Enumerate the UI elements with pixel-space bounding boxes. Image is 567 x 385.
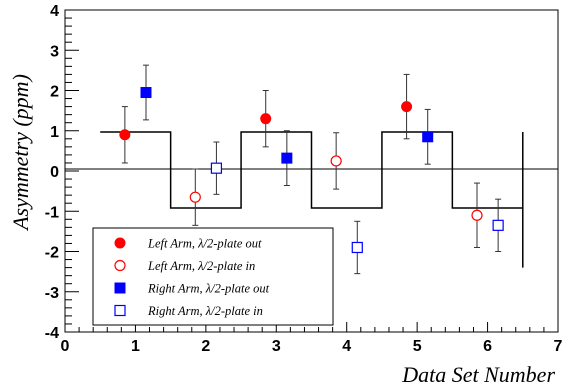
y-tick-label: 3 [50, 43, 59, 60]
legend-marker [114, 237, 126, 249]
legend-label: Left Arm, λ/2-plate out [147, 237, 262, 251]
x-tick-label: 4 [342, 338, 351, 355]
data-point [189, 191, 201, 203]
x-tick-label: 7 [554, 338, 563, 355]
y-tick-label: 1 [50, 124, 59, 141]
y-tick-label: 4 [50, 3, 59, 20]
legend-box [92, 227, 334, 326]
x-tick-label: 5 [413, 338, 422, 355]
data-point [140, 87, 152, 99]
data-point [119, 129, 131, 141]
data-point [422, 131, 434, 143]
legend-label: Right Arm, λ/2-plate in [147, 304, 263, 318]
y-tick-label: 2 [50, 84, 59, 101]
x-tick-label: 0 [61, 338, 70, 355]
y-tick-label: -1 [45, 204, 59, 221]
y-tick-label: 0 [50, 164, 59, 181]
legend-marker [114, 282, 126, 294]
step-function [100, 131, 524, 268]
data-point [330, 155, 342, 167]
x-axis-title: Data Set Number [401, 362, 555, 385]
x-tick-label: 2 [201, 338, 210, 355]
data-point [492, 219, 504, 231]
x-tick-label: 6 [483, 338, 492, 355]
data-point [401, 101, 413, 113]
y-tick-label: -3 [45, 285, 59, 302]
y-tick-label: -4 [45, 325, 59, 342]
x-tick-label: 3 [272, 338, 281, 355]
data-point [260, 113, 272, 125]
data-point [471, 209, 483, 221]
y-axis-title: Asymmetry (ppm) [8, 74, 33, 232]
data-point [210, 162, 223, 174]
step-function-line [100, 131, 524, 268]
legend: Left Arm, λ/2-plate out Left Arm, λ/2-pla… [92, 227, 334, 326]
legend-marker [114, 259, 126, 272]
legend-label: Left Arm, λ/2-plate in [147, 259, 255, 273]
error-bars [121, 64, 502, 275]
data-point [281, 152, 293, 164]
y-tick-label: -2 [45, 245, 59, 262]
data-markers [119, 87, 504, 254]
data-point [351, 241, 363, 254]
x-tick-label: 1 [131, 338, 140, 355]
legend-label: Right Arm, λ/2-plate out [147, 282, 270, 296]
legend-marker [114, 304, 126, 317]
